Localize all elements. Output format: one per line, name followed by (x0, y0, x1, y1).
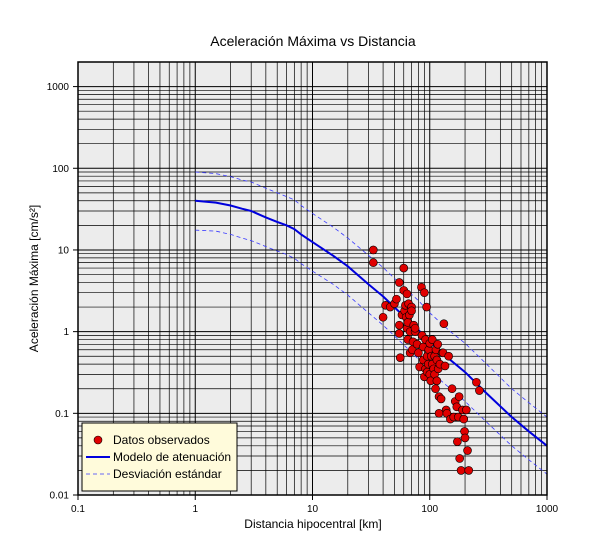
data-point (464, 466, 474, 475)
data-point (461, 405, 471, 415)
data-point (410, 323, 420, 333)
y-tick-label: 0.1 (55, 409, 69, 420)
data-point (392, 294, 401, 304)
legend-symbol-observed (93, 435, 103, 445)
data-point (459, 414, 469, 424)
y-tick-label: 1000 (47, 82, 70, 93)
y-tick-label: 0.01 (50, 491, 70, 502)
data-point (434, 409, 444, 418)
data-point (420, 288, 429, 297)
data-point (422, 302, 431, 312)
data-point (395, 278, 404, 287)
data-point (475, 386, 484, 395)
y-tick-label: 10 (58, 245, 70, 256)
data-point (427, 335, 437, 344)
legend-label-model: Modelo de atenuación (113, 450, 231, 464)
x-tick-label: 10 (307, 504, 319, 515)
x-tick-label: 1 (192, 504, 198, 515)
data-point (453, 437, 462, 446)
y-axis-label: Aceleración Máxima [cm/s²] (27, 205, 41, 352)
plot-frame (73, 61, 548, 500)
data-point (460, 433, 470, 443)
data-point (454, 392, 464, 401)
data-point (456, 466, 466, 475)
data-point (407, 306, 416, 316)
data-point (395, 353, 405, 362)
y-tick-label: 1 (63, 327, 69, 338)
x-axis-label: Distancia hipocentral [km] (244, 517, 381, 531)
model-line (195, 199, 548, 447)
data-point (395, 329, 404, 338)
data-point (472, 377, 481, 387)
std-line-upper (195, 171, 548, 418)
data-point (431, 384, 440, 394)
legend-label-observed: Datos observados (113, 433, 210, 447)
data-point (368, 245, 378, 255)
data-point (399, 263, 409, 273)
data-point (395, 320, 404, 330)
std-line-lower (195, 229, 548, 475)
data-point (447, 384, 457, 394)
x-tick-label: 100 (421, 504, 438, 515)
data-point (432, 376, 442, 386)
data-point (368, 258, 378, 267)
data-point (414, 348, 423, 358)
x-tick-labels: 0.1 1 10 100 1000 (71, 504, 559, 515)
data-point (444, 351, 453, 361)
y-tick-labels: 0.01 0.1 1 10 100 1000 (47, 82, 70, 501)
data-point (440, 361, 450, 371)
grid (77, 61, 547, 496)
data-point (436, 394, 446, 404)
model-line-path (195, 199, 548, 447)
data-point (402, 289, 412, 299)
legend: Datos observados Modelo de atenuación De… (81, 422, 238, 492)
data-point (439, 319, 449, 329)
data-point (463, 446, 472, 455)
y-tick-label: 100 (52, 164, 69, 175)
data-point (433, 339, 443, 349)
data-point (378, 312, 388, 322)
x-tick-label: 1000 (536, 504, 559, 515)
chart-title: Aceleración Máxima vs Distancia (210, 33, 416, 49)
x-tick-label: 0.1 (71, 504, 85, 515)
data-points (368, 245, 484, 475)
std-lines (195, 171, 548, 475)
legend-label-std: Desviación estándar (113, 467, 222, 481)
data-point (455, 454, 464, 463)
